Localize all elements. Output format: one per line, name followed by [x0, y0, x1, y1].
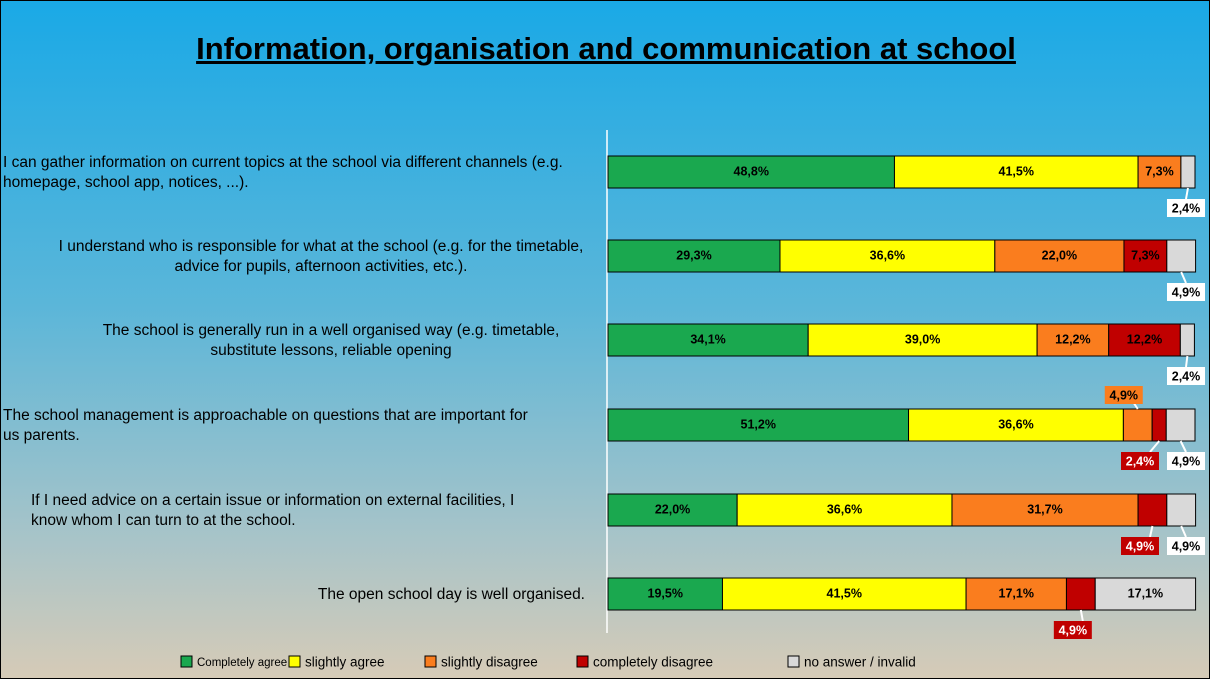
label-box	[1167, 199, 1205, 217]
value-label: 12,2%	[1055, 332, 1090, 346]
label-box	[1167, 283, 1205, 301]
legend-label: no answer / invalid	[804, 655, 916, 670]
bar-segment	[893, 155, 1139, 189]
leader-line	[1185, 187, 1189, 200]
value-label: 51,2%	[741, 417, 776, 431]
bar-segment	[1166, 493, 1197, 527]
bar-segment	[1123, 239, 1168, 273]
bar-segment	[1065, 577, 1096, 611]
value-label: 29,3%	[676, 248, 711, 262]
value-label: 4,9%	[1172, 454, 1201, 468]
leader-line	[1180, 271, 1187, 284]
value-label: 2,4%	[1126, 454, 1155, 468]
value-label: 4,9%	[1172, 285, 1201, 299]
category-label: If I need advice on a certain issue or i…	[31, 492, 515, 529]
category-label: The school management is approachable on…	[3, 407, 528, 444]
value-label: 4,9%	[1059, 623, 1088, 637]
bar-segment	[1180, 155, 1196, 189]
bar-segment	[779, 239, 996, 273]
value-label: 34,1%	[690, 332, 725, 346]
bar-segment	[607, 155, 895, 189]
value-label: 22,0%	[655, 502, 690, 516]
value-label: 31,7%	[1027, 502, 1062, 516]
bar-segment	[1166, 239, 1197, 273]
legend-label: Completely agree	[197, 657, 287, 669]
label-box	[1104, 386, 1143, 404]
value-label: 41,5%	[827, 586, 862, 600]
bar-segment	[994, 239, 1125, 273]
leader-line	[1079, 609, 1084, 622]
chart-title: Information, organisation and communicat…	[196, 31, 1016, 66]
legend-swatch	[787, 655, 800, 668]
label-box	[1167, 367, 1205, 385]
legend-swatch	[288, 655, 301, 668]
bar-segment	[1151, 408, 1167, 442]
value-label: 2,4%	[1172, 369, 1201, 383]
value-label: 2,4%	[1172, 201, 1201, 215]
value-label: 17,1%	[1128, 586, 1163, 600]
value-label: 36,6%	[827, 502, 862, 516]
value-label: 22,0%	[1042, 248, 1077, 262]
bar-segment	[951, 493, 1139, 527]
value-label: 41,5%	[999, 164, 1034, 178]
bar-segment	[1165, 408, 1196, 442]
label-box	[1053, 621, 1092, 639]
bar-segment	[1122, 408, 1153, 442]
legend-swatch	[424, 655, 437, 668]
category-label: I can gather information on current topi…	[3, 154, 563, 191]
leader-line	[1185, 355, 1189, 368]
value-label: 4,9%	[1126, 539, 1155, 553]
value-label: 36,6%	[870, 248, 905, 262]
legend-label: completely disagree	[593, 655, 713, 670]
value-label: 12,2%	[1127, 332, 1162, 346]
category-label: I understand who is responsible for what…	[58, 238, 584, 275]
value-label: 4,9%	[1110, 388, 1139, 402]
bar-segment	[1179, 323, 1195, 357]
bar-segment	[721, 577, 967, 611]
category-label: The open school day is well organised.	[317, 586, 585, 603]
label-box	[1167, 452, 1205, 470]
category-label: The school is generally run in a well or…	[102, 322, 560, 359]
value-label: 48,8%	[734, 164, 769, 178]
bar-segment	[607, 493, 738, 527]
bar-segment	[1137, 493, 1168, 527]
bar-segment	[607, 323, 809, 357]
value-label: 17,1%	[999, 586, 1034, 600]
bar-segment	[736, 493, 953, 527]
bar-segment	[1094, 577, 1197, 611]
value-label: 7,3%	[1145, 164, 1174, 178]
value-label: 39,0%	[905, 332, 940, 346]
label-box	[1121, 537, 1159, 555]
leader-line	[1180, 525, 1187, 538]
legend-label: slightly agree	[305, 655, 385, 670]
label-box	[1167, 537, 1205, 555]
bar-segment	[607, 408, 910, 442]
legend-label: slightly disagree	[441, 655, 538, 670]
value-label: 7,3%	[1131, 248, 1160, 262]
leader-line	[1179, 440, 1187, 453]
value-label: 4,9%	[1172, 539, 1201, 553]
value-label: 36,6%	[998, 417, 1033, 431]
leader-line	[1149, 525, 1154, 538]
leader-line	[1149, 440, 1160, 453]
label-box	[1121, 452, 1159, 470]
legend-swatch	[180, 655, 193, 668]
bar-segment	[607, 577, 723, 611]
bar-segment	[908, 408, 1124, 442]
value-label: 19,5%	[648, 586, 683, 600]
legend-swatch	[576, 655, 589, 668]
